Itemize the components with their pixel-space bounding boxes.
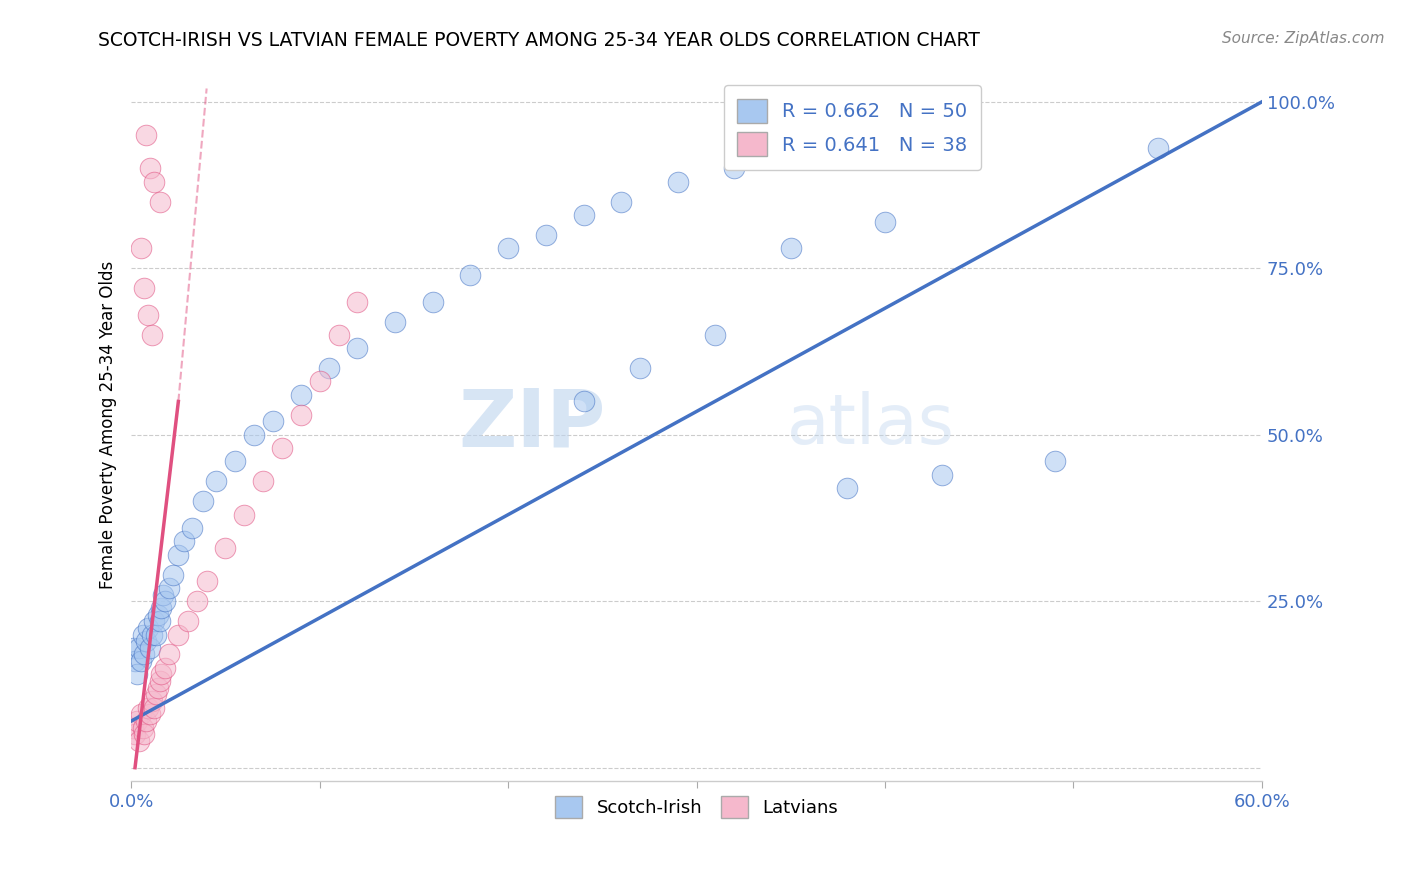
Point [139,707,162,722]
Point [135,128,157,142]
Point [779,241,801,255]
Y-axis label: Female Poverty Among 25-34 Year Olds: Female Poverty Among 25-34 Year Olds [100,260,117,589]
Point [139,161,162,176]
Point [135,634,157,648]
Text: SCOTCH-IRISH VS LATVIAN FEMALE POVERTY AMONG 25-34 YEAR OLDS CORRELATION CHART: SCOTCH-IRISH VS LATVIAN FEMALE POVERTY A… [98,31,980,50]
Point [262,414,284,428]
Point [129,707,152,722]
Point [186,594,208,608]
Point [496,241,519,255]
Point [384,314,406,328]
Point [142,700,165,714]
Point [1147,141,1170,155]
Point [214,541,236,555]
Point [141,694,163,708]
Point [152,588,174,602]
Point [146,607,169,622]
Point [157,648,180,662]
Point [122,721,145,735]
Point [139,640,162,655]
Point [142,175,165,189]
Point [142,614,165,628]
Point [153,594,176,608]
Point [157,581,180,595]
Point [572,394,595,409]
Point [136,308,159,322]
Point [145,627,167,641]
Point [177,614,200,628]
Text: atlas: atlas [787,392,955,458]
Point [931,467,953,482]
Point [135,714,157,728]
Point [148,614,170,628]
Point [779,148,801,162]
Point [167,627,190,641]
Point [460,268,482,282]
Legend: Scotch-Irish, Latvians: Scotch-Irish, Latvians [548,789,845,825]
Point [122,640,145,655]
Point [704,327,727,342]
Point [346,341,368,355]
Point [422,294,444,309]
Point [131,627,153,641]
Text: Source: ZipAtlas.com: Source: ZipAtlas.com [1222,31,1385,46]
Point [141,327,163,342]
Point [129,241,152,255]
Point [134,281,156,295]
Point [150,667,173,681]
Point [128,734,150,748]
Point [873,215,896,229]
Point [723,161,745,176]
Point [141,627,163,641]
Point [162,567,184,582]
Point [308,375,330,389]
Point [125,714,148,728]
Point [167,548,190,562]
Point [224,454,246,468]
Point [572,208,595,222]
Point [153,661,176,675]
Point [290,408,312,422]
Point [534,227,557,242]
Point [173,534,195,549]
Point [145,688,167,702]
Point [125,667,148,681]
Point [148,194,170,209]
Point [1043,454,1066,468]
Point [837,481,859,495]
Point [242,427,264,442]
Point [136,621,159,635]
Point [290,388,312,402]
Point [346,294,368,309]
Point [134,648,156,662]
Point [195,574,218,589]
Point [328,327,350,342]
Point [666,175,689,189]
Point [628,361,651,376]
Text: ZIP: ZIP [458,385,606,464]
Point [124,654,146,668]
Point [128,640,150,655]
Point [252,475,274,489]
Point [131,721,153,735]
Point [191,494,214,508]
Point [129,654,152,668]
Point [610,194,633,209]
Point [136,700,159,714]
Point [233,508,256,522]
Point [271,441,294,455]
Point [150,600,173,615]
Point [148,674,170,689]
Point [134,727,156,741]
Point [146,681,169,695]
Point [180,521,202,535]
Point [124,727,146,741]
Point [318,361,340,376]
Point [205,475,228,489]
